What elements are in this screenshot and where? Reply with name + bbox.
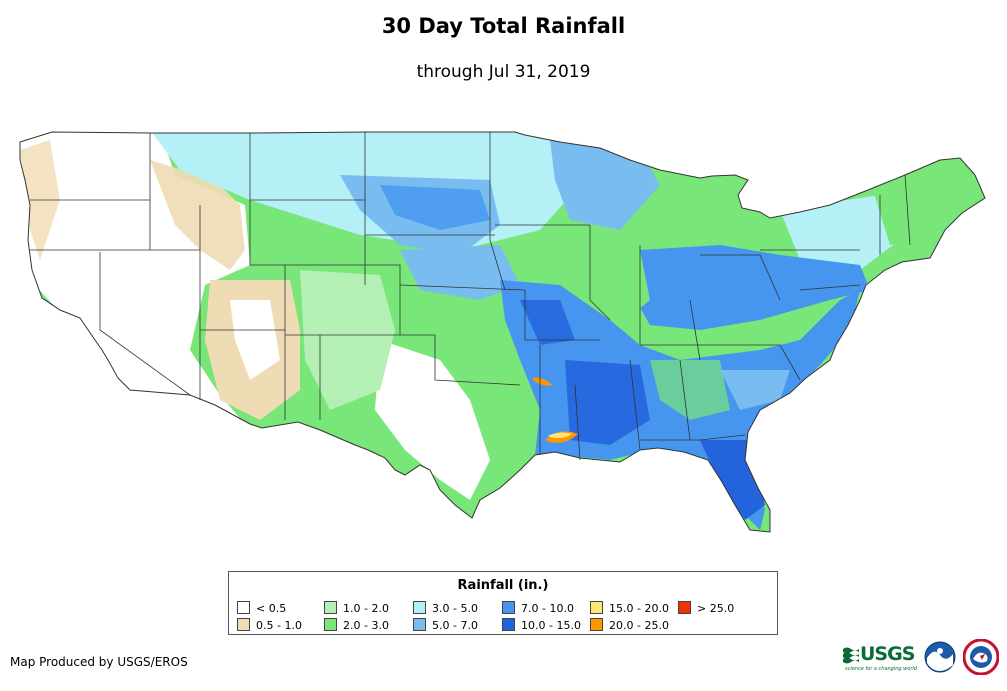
legend: Rainfall (in.) < 0.5 0.5 - 1.0 1.0 - 2.0… bbox=[228, 571, 778, 635]
legend-item: 1.0 - 2.0 bbox=[324, 601, 389, 615]
map-title: 30 Day Total Rainfall bbox=[381, 14, 626, 38]
nws-logo-icon bbox=[963, 639, 999, 675]
usgs-logo: USGS science for a changing world bbox=[843, 643, 919, 672]
legend-item: > 25.0 bbox=[678, 601, 734, 615]
usgs-wordmark: USGS bbox=[860, 643, 915, 665]
legend-swatch bbox=[237, 601, 250, 614]
legend-label: 15.0 - 20.0 bbox=[609, 602, 669, 615]
legend-label: > 25.0 bbox=[697, 602, 735, 615]
usgs-wave-icon bbox=[843, 647, 859, 664]
legend-swatch bbox=[413, 601, 426, 614]
legend-swatch bbox=[590, 601, 603, 614]
legend-item: 15.0 - 20.0 bbox=[590, 601, 669, 615]
legend-item: < 0.5 bbox=[237, 601, 286, 615]
legend-swatch bbox=[413, 618, 426, 631]
legend-label: 10.0 - 15.0 bbox=[521, 619, 581, 632]
legend-item: 20.0 - 25.0 bbox=[590, 618, 669, 632]
noaa-logo-icon bbox=[924, 641, 956, 673]
legend-swatch bbox=[502, 618, 515, 631]
legend-label: 1.0 - 2.0 bbox=[343, 602, 389, 615]
legend-swatch bbox=[678, 601, 691, 614]
legend-label: 2.0 - 3.0 bbox=[343, 619, 389, 632]
legend-label: 0.5 - 1.0 bbox=[256, 619, 302, 632]
legend-swatch bbox=[324, 618, 337, 631]
legend-item: 0.5 - 1.0 bbox=[237, 618, 302, 632]
legend-item: 10.0 - 15.0 bbox=[502, 618, 581, 632]
legend-item: 7.0 - 10.0 bbox=[502, 601, 574, 615]
legend-item: 5.0 - 7.0 bbox=[413, 618, 478, 632]
legend-item: 2.0 - 3.0 bbox=[324, 618, 389, 632]
legend-label: 20.0 - 25.0 bbox=[609, 619, 669, 632]
legend-swatch bbox=[324, 601, 337, 614]
usgs-tagline: science for a changing world bbox=[845, 666, 917, 672]
legend-item: 3.0 - 5.0 bbox=[413, 601, 478, 615]
legend-swatch bbox=[590, 618, 603, 631]
us-rainfall-map bbox=[19, 131, 986, 533]
legend-title: Rainfall (in.) bbox=[457, 578, 549, 593]
legend-swatch bbox=[237, 618, 250, 631]
map-subtitle: through Jul 31, 2019 bbox=[416, 62, 591, 82]
legend-label: < 0.5 bbox=[256, 602, 287, 615]
legend-label: 7.0 - 10.0 bbox=[521, 602, 574, 615]
map-credit: Map Produced by USGS/EROS bbox=[10, 655, 188, 669]
legend-swatch bbox=[502, 601, 515, 614]
legend-label: 5.0 - 7.0 bbox=[432, 619, 478, 632]
legend-label: 3.0 - 5.0 bbox=[432, 602, 478, 615]
